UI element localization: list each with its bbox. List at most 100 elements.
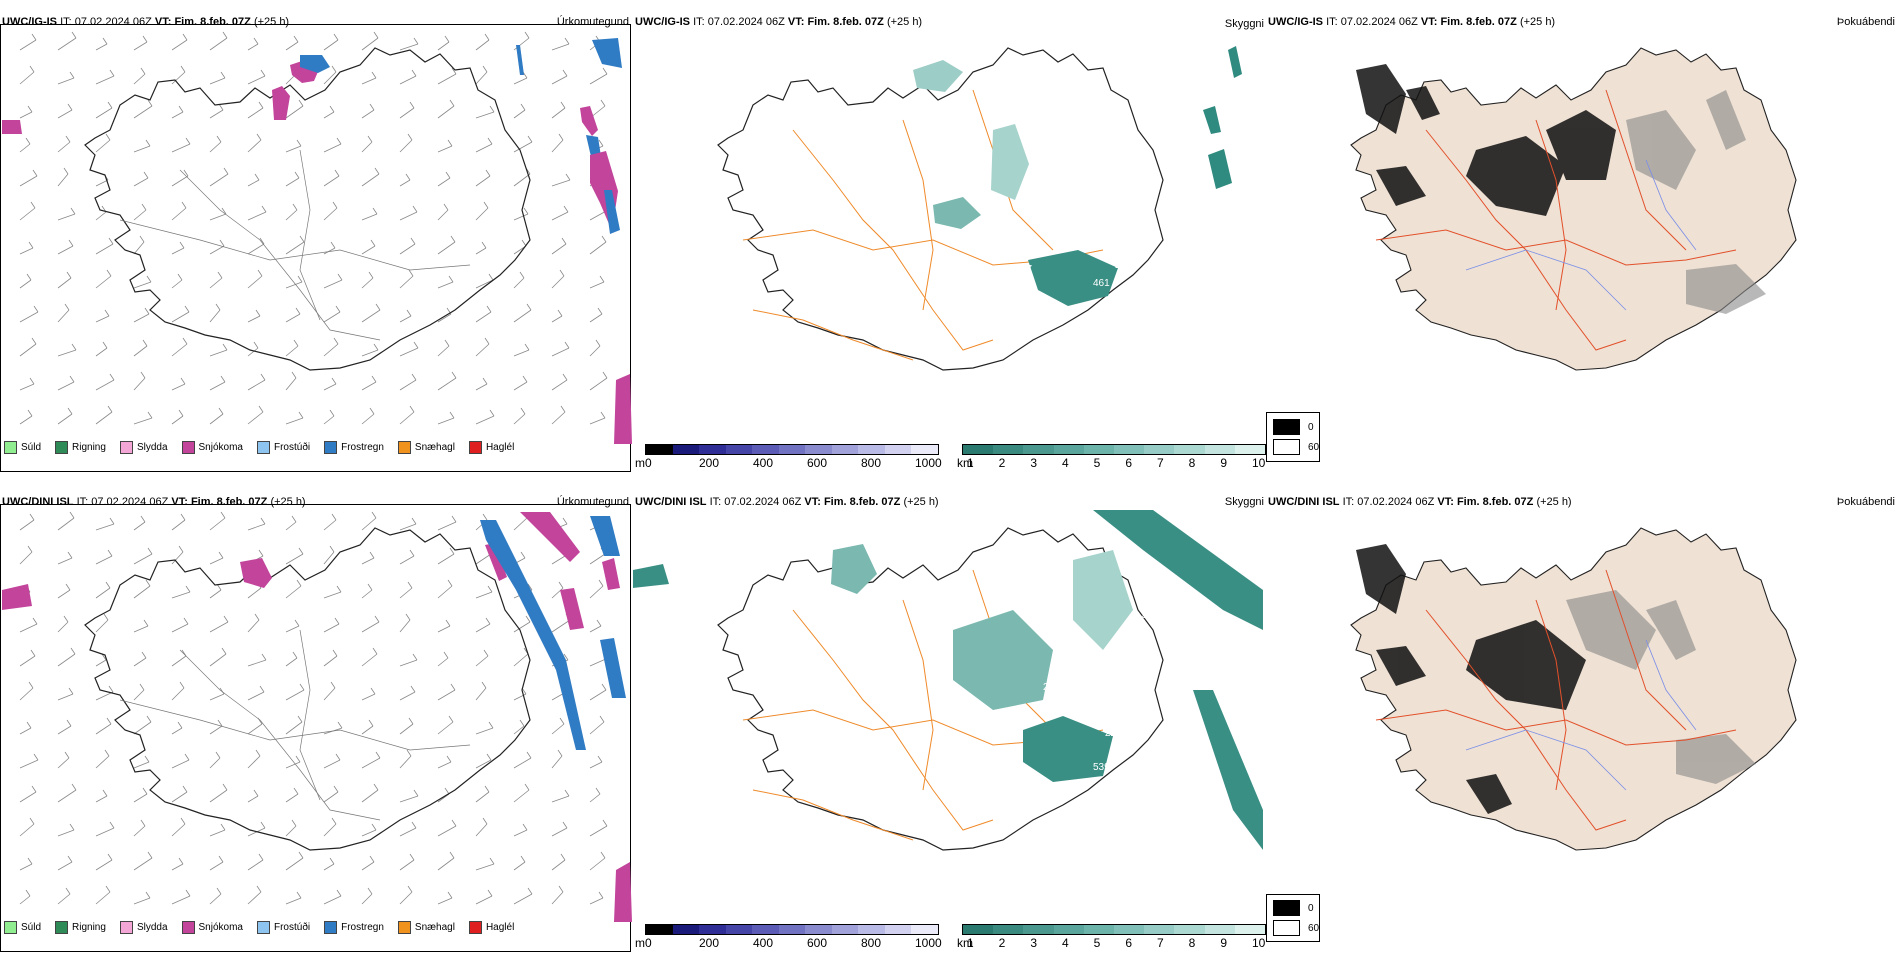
colorbar-tick-label: 400 — [753, 456, 774, 470]
colorbar-segment — [778, 925, 806, 934]
snow-patch — [485, 543, 507, 581]
visibility-value: 229 — [1105, 728, 1122, 739]
fog-legend-label: 60 — [1308, 441, 1320, 453]
colorbar-tick-label: 2 — [998, 456, 1006, 470]
it-label: IT: — [60, 16, 72, 28]
colorbar-tick-label: 1 — [967, 936, 974, 950]
colorbar-tick-label: 600 — [807, 936, 828, 950]
vt-value: Fim. 8.feb. 07Z — [1440, 16, 1517, 28]
fog-areas — [1566, 590, 1756, 784]
vt-label: VT: — [154, 16, 172, 28]
colorbar-segment — [805, 445, 832, 454]
colorbar-segment — [646, 445, 673, 454]
legend-label: Snjókoma — [198, 442, 243, 453]
precip-type-legend: Súld Rigning Slydda Snjókoma Frostúði Frostre… — [4, 441, 514, 454]
legend-label: Snæhagl — [414, 442, 455, 453]
road-lines — [119, 629, 471, 821]
freezing-rain-patch — [604, 190, 620, 234]
colorbar-tick-label: 400 — [753, 936, 774, 950]
river-lines — [1465, 639, 1697, 791]
colorbar-segment — [1114, 925, 1145, 934]
legend-item: Frostregn — [324, 921, 384, 934]
it-value: 07.02.2024 06Z — [724, 496, 802, 508]
legend-label: Rigning — [72, 442, 106, 453]
lead-time: (+25 h) — [1519, 16, 1556, 28]
visibility-value: 27 — [975, 228, 987, 239]
freezing-rain-patch — [592, 38, 622, 68]
legend-item: Frostregn — [324, 441, 384, 454]
colorbar-tick-label: 5 — [1093, 456, 1101, 470]
visibility-map: 82 518 297 229 181 539 22 — [633, 510, 1263, 851]
legend-swatch — [181, 921, 195, 934]
it-value: 07.02.2024 06Z — [91, 496, 169, 508]
fog-map — [1350, 47, 1797, 371]
legend-swatch — [324, 921, 338, 934]
colorbar-tick-label: 3 — [1030, 936, 1038, 950]
panel-title: Skyggni — [1224, 18, 1264, 30]
visibility-panel-row2: UWC/DINI ISL IT: 07.02.2024 06Z VT: Fim.… — [633, 490, 1266, 956]
it-label: IT: — [76, 496, 89, 508]
wind-barbs — [19, 31, 609, 425]
it-value: 07.02.2024 06Z — [74, 16, 152, 28]
colorbar-segment — [1114, 445, 1145, 454]
lead-time: (+25 h) — [886, 16, 923, 28]
legend-swatch — [324, 441, 338, 454]
colorbar-tick-label: 5 — [1093, 936, 1101, 950]
colorbar-tick-label: 200 — [699, 936, 720, 950]
model-name: UWC/DINI ISL — [1268, 496, 1340, 508]
fog-swatch — [1273, 439, 1300, 455]
colorbar-segment — [884, 925, 912, 934]
vt-value: Fim. 8.feb. 07Z — [1456, 496, 1534, 508]
colorbar-tick-label: 600 — [807, 456, 828, 470]
legend-label: Rigning — [72, 922, 106, 933]
panel-title: Þokuábendi — [1836, 496, 1895, 508]
it-label: IT: — [709, 496, 722, 508]
colorbar-segment — [1144, 445, 1175, 454]
road-lines — [742, 569, 1104, 841]
it-value: 07.02.2024 06Z — [707, 16, 785, 28]
iceland-outline — [84, 527, 531, 851]
legend-item: Snjókoma — [181, 921, 243, 934]
colorbar-segment — [1053, 925, 1084, 934]
colorbar-tick-label: 6 — [1125, 936, 1133, 950]
colorbar-segment — [884, 445, 912, 454]
colorbar-segment — [1083, 925, 1115, 934]
freezing-rain-patch — [590, 516, 620, 556]
colorbar-segment — [858, 445, 885, 454]
snow-patch — [240, 558, 272, 588]
legend-label: Haglél — [485, 922, 515, 933]
low-visibility-area — [913, 60, 963, 92]
lead-time: (+25 h) — [1536, 496, 1572, 508]
legend-swatch — [55, 441, 69, 454]
vt-value: Fim. 8.feb. 07Z — [190, 496, 268, 508]
panel-header: UWC/DINI ISL IT: 07.02.2024 06Z VT: Fim.… — [635, 496, 939, 508]
low-visibility-area — [1203, 106, 1221, 134]
colorbar-tick-label: 4 — [1062, 936, 1069, 950]
colorbar-segment — [963, 925, 994, 934]
legend-item: Snæhagl — [397, 921, 455, 934]
visibility-colorbar — [962, 924, 1266, 935]
vt-label: VT: — [804, 496, 821, 508]
colorbar-segment — [752, 445, 779, 454]
legend-swatch — [4, 441, 17, 454]
colorbar-unit: km — [957, 936, 973, 950]
colorbar-segment — [911, 925, 939, 934]
visibility-colorbar — [962, 444, 1266, 455]
legend-label: Slydda — [136, 922, 168, 933]
precip-type-legend: Súld Rigning Slydda Snjókoma Frostúði Frostre… — [4, 921, 514, 934]
legend-label: Slydda — [136, 442, 168, 453]
colorbar-tick-label: 0 — [645, 936, 652, 950]
colorbar-segment — [725, 445, 753, 454]
legend-swatch — [256, 441, 270, 454]
model-name: UWC/DINI ISL — [2, 496, 74, 508]
colorbar-tick-label: 800 — [861, 936, 882, 950]
snow-patch — [2, 584, 32, 610]
low-visibility-area — [1073, 550, 1133, 650]
colorbar-tick-label: 1000 — [915, 456, 942, 470]
legend-swatch — [397, 921, 411, 934]
fog-indicator-panel-row2: UWC/DINI ISL IT: 07.02.2024 06Z VT: Fim.… — [1266, 490, 1899, 956]
legend-item: Rigning — [55, 441, 106, 454]
fog-map — [1350, 527, 1797, 851]
visibility-value: 539 — [1093, 762, 1110, 773]
colorbar-segment — [1083, 445, 1115, 454]
